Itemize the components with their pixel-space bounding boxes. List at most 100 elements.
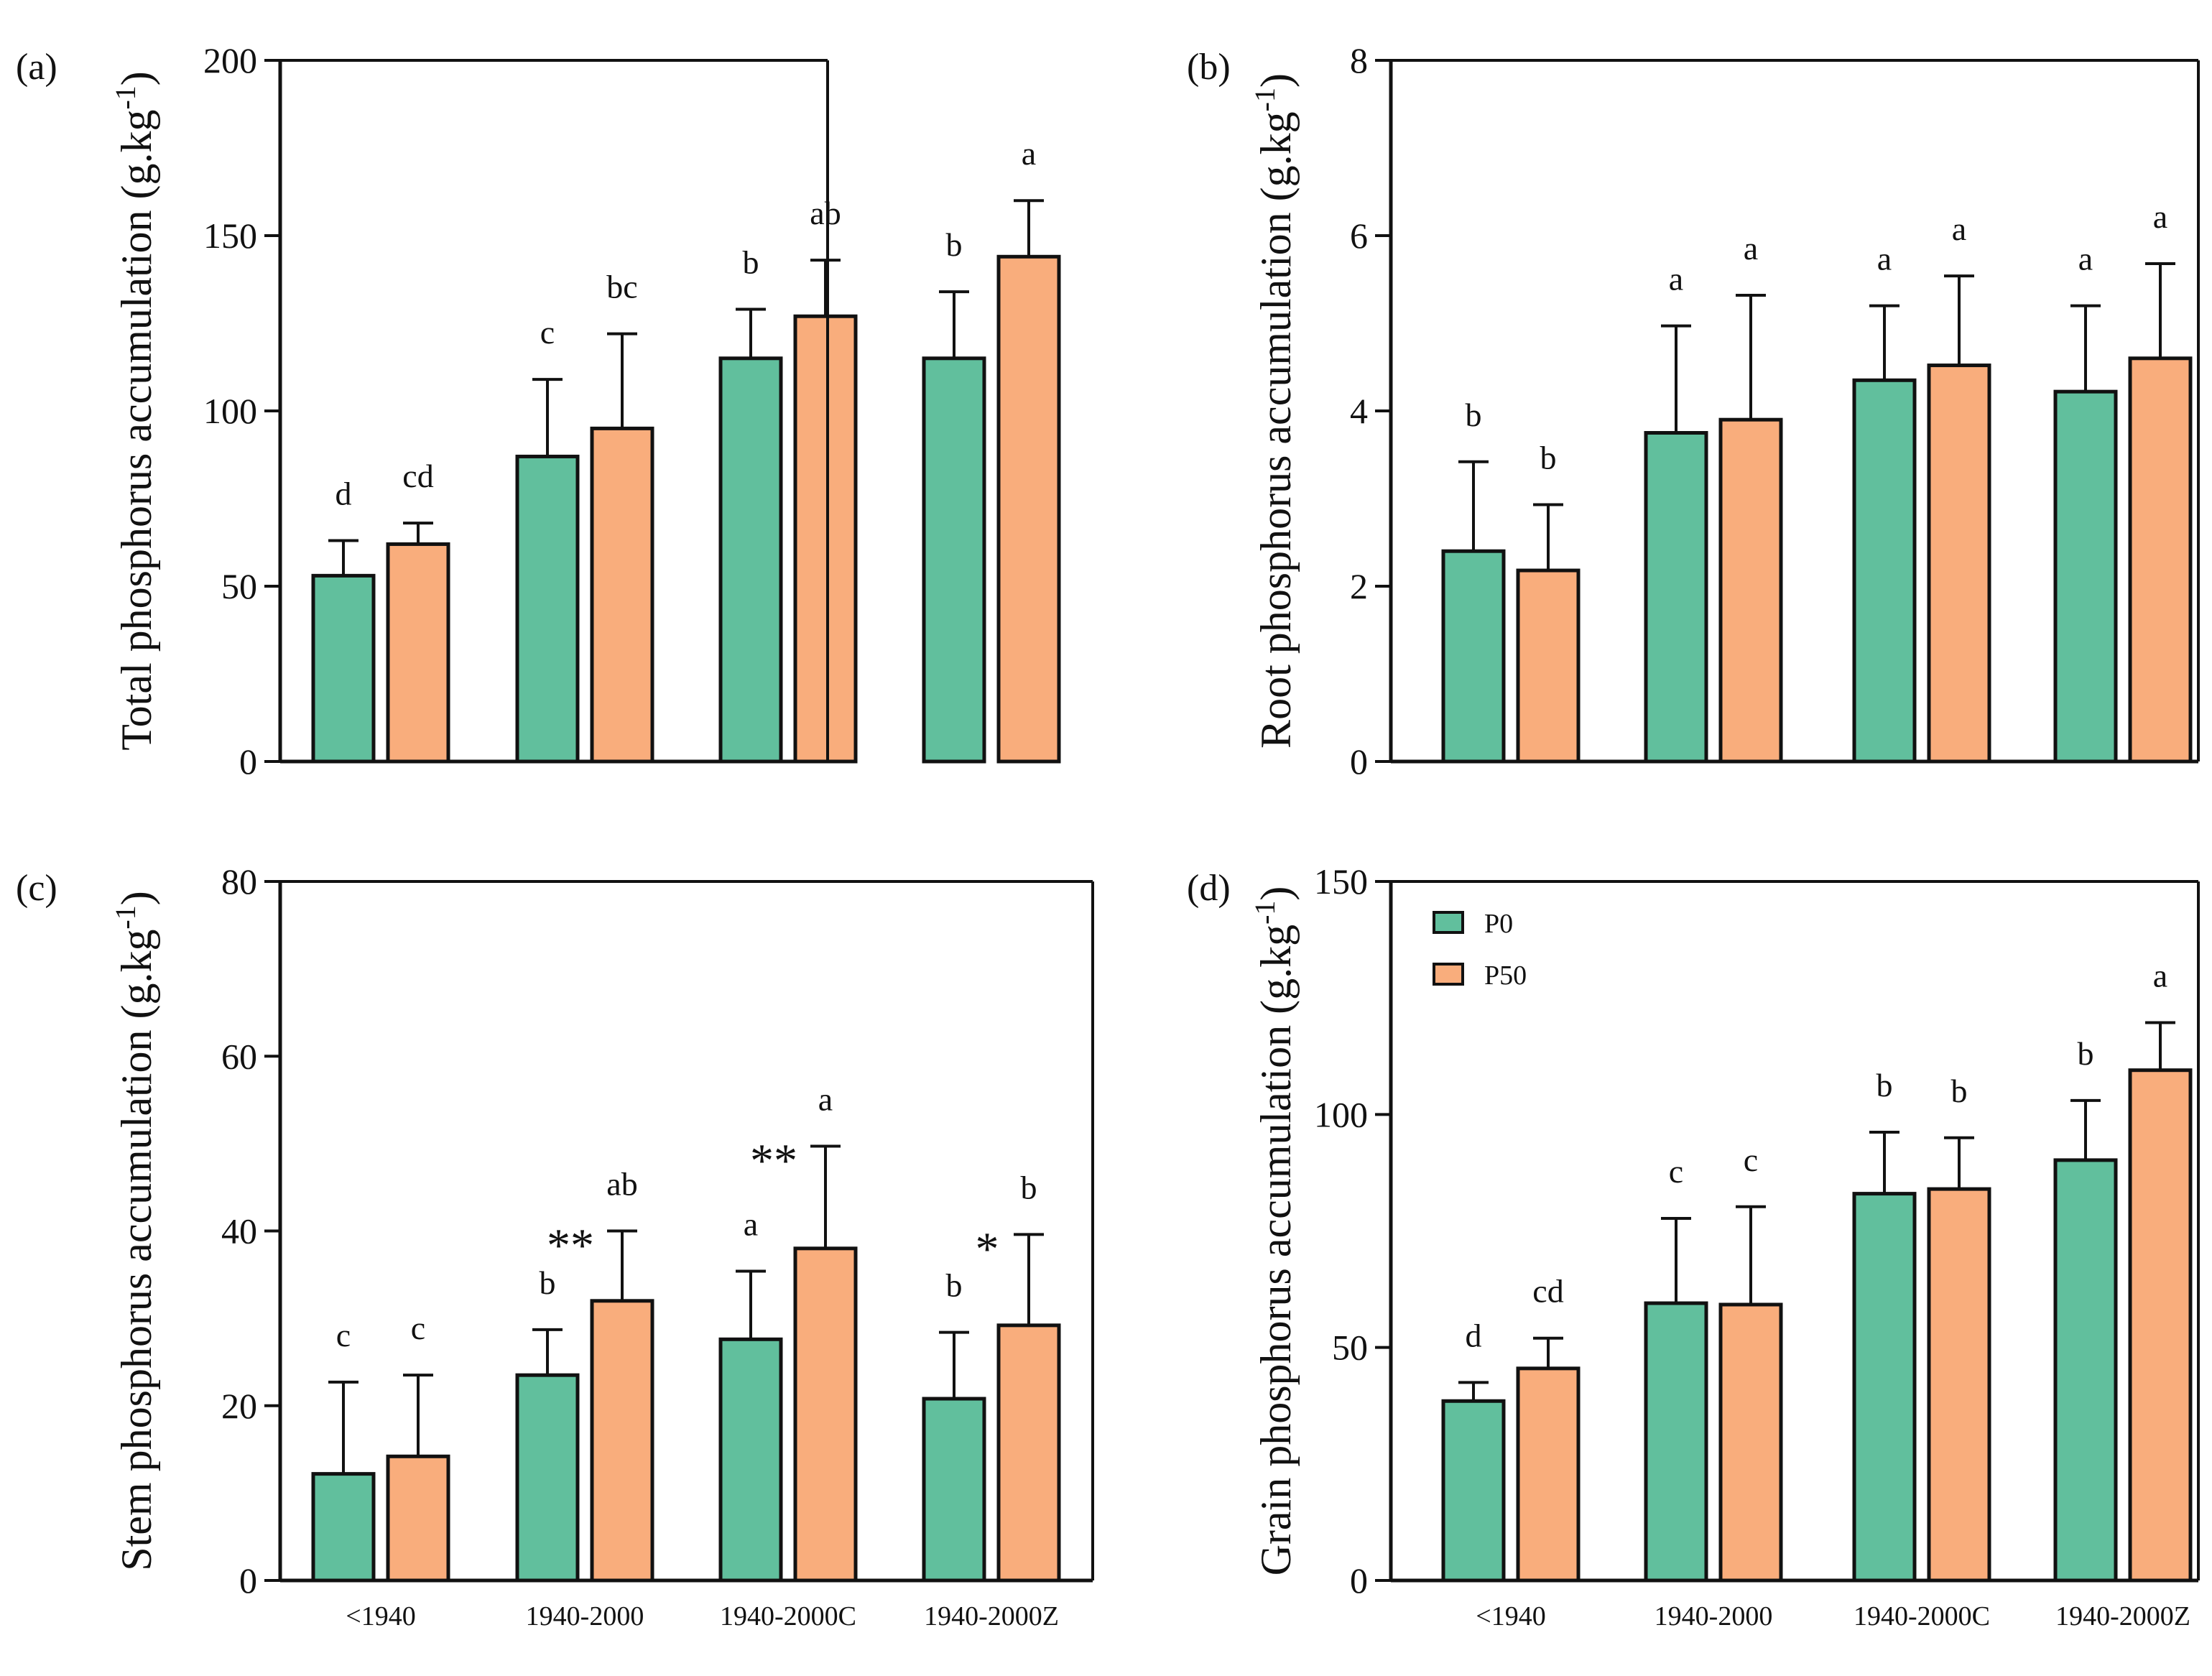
bar-P0 — [718, 1337, 783, 1583]
y-tick-label: 4 — [1350, 391, 1368, 431]
significance-stars: ** — [547, 1220, 594, 1272]
significance-letter: ab — [810, 195, 841, 231]
x-tick-label: 1940-2000Z — [924, 1601, 1059, 1631]
panel-label: (a) — [16, 47, 57, 88]
bar-P0 — [2053, 389, 2118, 764]
y-tick-label: 0 — [239, 741, 257, 782]
y-tick-label: 0 — [1350, 1560, 1368, 1601]
bar-P50 — [386, 542, 450, 764]
significance-letter: a — [1877, 241, 1892, 277]
x-tick-label: 1940-2000C — [720, 1601, 856, 1631]
bar-P0 — [1852, 1192, 1917, 1583]
panel-d: (d) Grain phosphorus accumulation (g.kg-1… — [1187, 861, 2200, 1631]
legend-swatch-P0 — [1433, 911, 1464, 934]
significance-letter: a — [1744, 230, 1758, 267]
bar-P50 — [1516, 1366, 1581, 1583]
bar-P0 — [1441, 1399, 1506, 1583]
significance-letter: a — [818, 1081, 833, 1118]
significance-letter: ab — [606, 1166, 637, 1203]
x-tick-label: 1940-2000 — [526, 1601, 644, 1631]
significance-letter: a — [1022, 135, 1036, 172]
y-tick-label: 50 — [221, 566, 257, 606]
panel-label: (b) — [1187, 47, 1231, 88]
bar-P0 — [1644, 431, 1708, 764]
bar-P50 — [793, 314, 858, 764]
y-tick-label: 150 — [203, 216, 257, 256]
significance-letter: b — [946, 1267, 963, 1304]
panel-a: (a) Total phosphorus accumulation (g.kg-1… — [16, 40, 1061, 782]
significance-letter: b — [1540, 440, 1557, 476]
bar-P0 — [2053, 1158, 2118, 1583]
y-tick-label: 20 — [221, 1386, 257, 1426]
y-tick-label: 8 — [1350, 40, 1368, 80]
panel-label: (d) — [1187, 868, 1231, 909]
bar-P50 — [2128, 1068, 2193, 1583]
y-tick-label: 80 — [221, 861, 257, 902]
significance-letter: cd — [1532, 1273, 1563, 1310]
significance-letter: c — [540, 314, 555, 351]
significance-letter: b — [1466, 397, 1482, 433]
y-tick-label: 6 — [1350, 216, 1368, 256]
significance-letter: d — [1466, 1317, 1482, 1353]
y-tick-label: 40 — [221, 1211, 257, 1251]
significance-letter: b — [1021, 1169, 1037, 1205]
significance-stars: ** — [750, 1135, 797, 1187]
significance-letter: c — [1669, 1153, 1683, 1190]
significance-letter: bc — [606, 269, 637, 305]
bar-P50 — [590, 1299, 654, 1583]
bar-P50 — [1718, 1302, 1783, 1583]
bar-P0 — [311, 1472, 376, 1583]
bar-P0 — [1852, 378, 1917, 764]
y-axis-title: Grain phosphorus accumulation (g.kg-1) — [1249, 886, 1300, 1576]
significance-letter: b — [1951, 1073, 1968, 1109]
significance-letter: b — [946, 226, 963, 263]
significance-letter: b — [540, 1264, 556, 1301]
y-tick-label: 50 — [1332, 1328, 1368, 1368]
bar-P50 — [1927, 1187, 1991, 1583]
y-tick-label: 100 — [203, 391, 257, 431]
significance-letter: c — [411, 1310, 425, 1346]
y-tick-label: 0 — [239, 1560, 257, 1601]
bar-P50 — [996, 254, 1061, 764]
x-tick-label: <1940 — [1476, 1601, 1545, 1631]
significance-letter: c — [336, 1317, 351, 1353]
x-tick-label: 1940-2000C — [1854, 1601, 1990, 1631]
significance-letter: c — [1744, 1142, 1758, 1178]
panel-label: (c) — [16, 868, 57, 909]
bar-P0 — [515, 1373, 580, 1583]
significance-stars: * — [976, 1223, 999, 1275]
x-tick-label: 1940-2000Z — [2055, 1601, 2190, 1631]
y-tick-label: 150 — [1314, 861, 1368, 902]
significance-letter: cd — [402, 458, 433, 494]
bar-P50 — [996, 1323, 1061, 1583]
bar-P50 — [1718, 417, 1783, 764]
bar-P50 — [2128, 356, 2193, 764]
bar-P50 — [386, 1454, 450, 1583]
bar-P0 — [922, 356, 986, 764]
significance-letter: a — [2153, 198, 2167, 235]
y-axis-title: Total phosphorus accumulation (g.kg-1) — [109, 71, 160, 751]
bar-P0 — [1441, 549, 1506, 764]
legend-label-P0: P0 — [1484, 909, 1513, 939]
significance-letter: a — [2078, 241, 2093, 277]
significance-letter: b — [2078, 1035, 2094, 1072]
x-tick-label: <1940 — [346, 1601, 415, 1631]
bar-P50 — [793, 1246, 858, 1583]
y-axis-title: Root phosphorus accumulation (g.kg-1) — [1249, 73, 1300, 749]
bar-P0 — [718, 356, 783, 764]
panel-c: (c) Stem phosphorus accumulation (g.kg-1)… — [16, 861, 1094, 1631]
y-axis-title: Stem phosphorus accumulation (g.kg-1) — [109, 891, 160, 1571]
bar-P0 — [1644, 1301, 1708, 1583]
significance-letter: b — [1877, 1067, 1893, 1103]
y-tick-label: 100 — [1314, 1094, 1368, 1134]
y-tick-label: 0 — [1350, 741, 1368, 782]
y-tick-label: 200 — [203, 40, 257, 80]
x-tick-label: 1940-2000 — [1655, 1601, 1773, 1631]
bar-P0 — [922, 1397, 986, 1583]
significance-letter: a — [2153, 958, 2167, 994]
significance-letter: d — [335, 476, 352, 512]
bar-P50 — [1516, 568, 1581, 764]
panel-b: (b) Root phosphorus accumulation (g.kg-1)… — [1187, 40, 2200, 782]
y-tick-label: 60 — [221, 1036, 257, 1076]
bar-P50 — [590, 426, 654, 764]
